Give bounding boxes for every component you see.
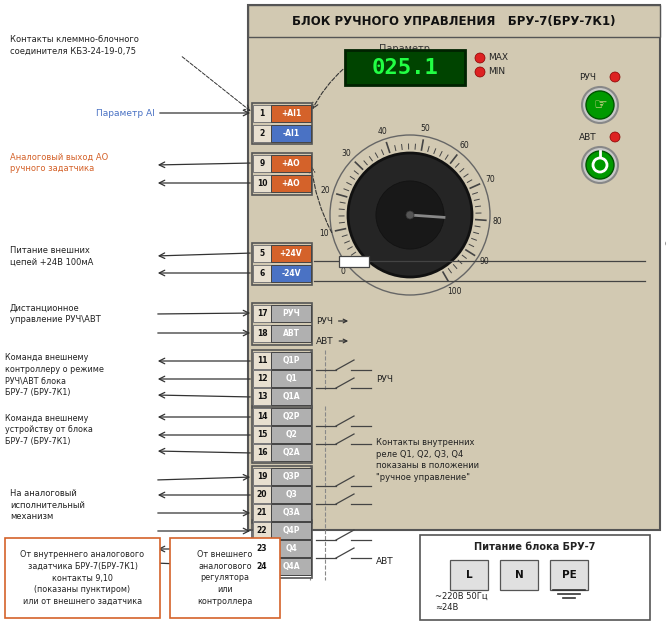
- Text: 24: 24: [257, 562, 267, 571]
- Bar: [253, 175, 271, 192]
- Bar: [170, 538, 280, 618]
- Bar: [271, 504, 311, 521]
- Text: +AO: +AO: [282, 159, 300, 168]
- Text: 12: 12: [257, 374, 267, 383]
- Bar: [248, 5, 660, 530]
- Text: MAX: MAX: [488, 54, 508, 62]
- Bar: [339, 256, 369, 267]
- Text: N: N: [515, 570, 523, 580]
- Text: РУЧ: РУЧ: [376, 376, 393, 384]
- Text: Аналоговый выход АО
ручного задатчика: Аналоговый выход АО ручного задатчика: [10, 153, 109, 173]
- Text: Q2P: Q2P: [282, 412, 300, 421]
- Bar: [271, 468, 311, 485]
- Bar: [271, 305, 311, 322]
- Text: 10: 10: [257, 179, 267, 188]
- Text: 70: 70: [486, 175, 496, 183]
- Text: РУЧ: РУЧ: [579, 72, 597, 82]
- Text: От внутреннего аналогового
задатчика БРУ-7(БРУ-7К1)
контакты 9,10
(показаны пунк: От внутреннего аналогового задатчика БРУ…: [21, 550, 145, 606]
- Text: 40: 40: [378, 127, 388, 136]
- Text: +24V: +24V: [280, 249, 302, 258]
- Text: 30: 30: [342, 149, 352, 158]
- Bar: [345, 50, 465, 85]
- Text: 80: 80: [493, 217, 503, 226]
- Text: 21: 21: [257, 508, 267, 517]
- Text: Q2A: Q2A: [282, 448, 300, 457]
- Text: 22: 22: [257, 526, 267, 535]
- Text: 18: 18: [256, 329, 267, 338]
- Bar: [253, 444, 271, 461]
- Bar: [253, 105, 271, 122]
- Text: 5: 5: [260, 249, 264, 258]
- Bar: [253, 522, 271, 539]
- Text: Q1A: Q1A: [282, 392, 300, 401]
- Bar: [252, 406, 312, 463]
- Text: MIN: MIN: [488, 67, 505, 77]
- Text: Питание внешних
цепей +24В 100мА: Питание внешних цепей +24В 100мА: [10, 246, 93, 266]
- Text: АВТ: АВТ: [579, 132, 597, 142]
- Bar: [550, 560, 588, 590]
- Bar: [253, 540, 271, 557]
- Text: Контакты внутренних
реле Q1, Q2, Q3, Q4
показаны в положении
"ручное управление": Контакты внутренних реле Q1, Q2, Q3, Q4 …: [376, 438, 479, 482]
- Text: 60: 60: [460, 141, 469, 150]
- Text: Q3A: Q3A: [282, 508, 300, 517]
- Text: Q3: Q3: [285, 490, 297, 499]
- Bar: [252, 303, 312, 345]
- Bar: [253, 486, 271, 503]
- Text: ~220В 50Гц
≈24В: ~220В 50Гц ≈24В: [435, 592, 488, 612]
- Bar: [252, 350, 312, 408]
- Bar: [252, 466, 312, 523]
- Bar: [253, 265, 271, 282]
- Text: 025.1: 025.1: [372, 57, 438, 77]
- Text: Питание блока БРУ-7: Питание блока БРУ-7: [474, 542, 595, 552]
- Bar: [252, 103, 312, 144]
- Circle shape: [582, 147, 618, 183]
- Text: Параметр AI: Параметр AI: [97, 109, 155, 117]
- Text: 17: 17: [256, 309, 267, 318]
- Bar: [271, 325, 311, 342]
- Text: 23: 23: [257, 544, 267, 553]
- Bar: [248, 5, 660, 37]
- Bar: [253, 468, 271, 485]
- Text: 90: 90: [480, 257, 490, 266]
- Bar: [253, 388, 271, 405]
- Text: Q4A: Q4A: [282, 562, 300, 571]
- Bar: [271, 352, 311, 369]
- Text: -AI1: -AI1: [282, 129, 300, 138]
- Circle shape: [582, 87, 618, 123]
- Text: +AO: +AO: [282, 179, 300, 188]
- Text: АВТ: АВТ: [282, 329, 300, 338]
- Text: PE: PE: [561, 570, 576, 580]
- Text: 11: 11: [257, 356, 267, 365]
- Bar: [271, 522, 311, 539]
- Bar: [420, 535, 650, 620]
- Bar: [252, 243, 312, 285]
- Text: АВТ: АВТ: [376, 557, 394, 567]
- Text: Q4P: Q4P: [282, 526, 300, 535]
- Text: От внешнего
аналогового
регулятора
или
контроллера: От внешнего аналогового регулятора или к…: [197, 550, 252, 606]
- Text: 14: 14: [257, 412, 267, 421]
- Bar: [271, 486, 311, 503]
- Bar: [271, 245, 311, 262]
- Text: Q1: Q1: [285, 374, 297, 383]
- Text: 20: 20: [257, 490, 267, 499]
- Bar: [271, 175, 311, 192]
- Text: Q1P: Q1P: [282, 356, 300, 365]
- Text: 2: 2: [259, 129, 264, 138]
- Text: Q2: Q2: [285, 430, 297, 439]
- Text: Параметр: Параметр: [380, 44, 430, 54]
- Text: АВТ: АВТ: [316, 336, 347, 346]
- Text: Контакты клеммно-блочного
соединителя КБЗ-24-19-0,75: Контакты клеммно-блочного соединителя КБ…: [10, 34, 139, 56]
- Bar: [271, 370, 311, 387]
- Circle shape: [475, 67, 485, 77]
- Circle shape: [475, 53, 485, 63]
- Bar: [253, 245, 271, 262]
- Bar: [5, 538, 160, 618]
- Text: 6: 6: [259, 269, 264, 278]
- Text: На аналоговый
исполнительный
механизм: На аналоговый исполнительный механизм: [10, 489, 85, 521]
- Text: ☞: ☞: [593, 97, 607, 112]
- Text: 13: 13: [257, 392, 267, 401]
- Bar: [271, 408, 311, 425]
- Bar: [271, 444, 311, 461]
- Bar: [253, 352, 271, 369]
- Bar: [450, 560, 488, 590]
